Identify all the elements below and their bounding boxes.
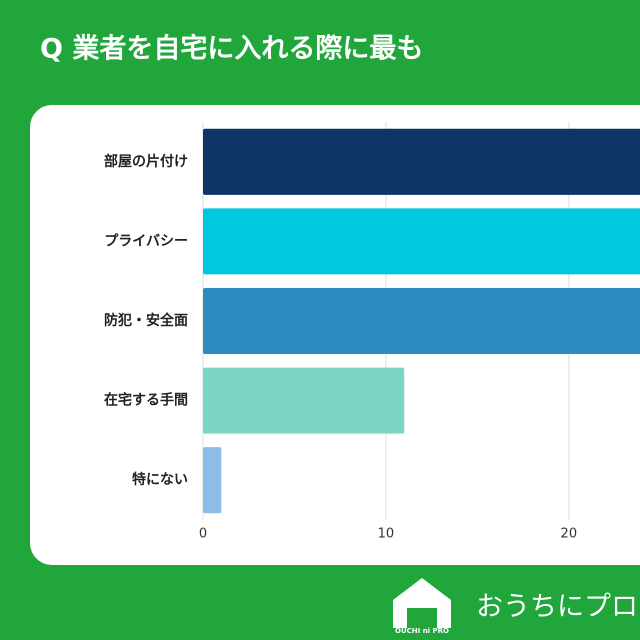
y-tick-label: 在宅する手間 xyxy=(104,392,188,409)
logo-house xyxy=(393,578,451,628)
bar xyxy=(203,287,640,355)
bar xyxy=(203,447,222,514)
y-tick-label: 部屋の片付け xyxy=(104,153,188,170)
chart-title: Q 業者を自宅に入れる際に最も xyxy=(40,33,423,65)
x-tick-label: 10 xyxy=(378,527,395,542)
y-tick-label: プライバシー xyxy=(104,233,188,249)
x-tick-label: 0 xyxy=(199,527,207,542)
bar xyxy=(203,128,640,195)
y-tick-label: 特にない xyxy=(132,471,188,488)
logo: OUCHI ni PRO おうちにプロ xyxy=(393,578,638,635)
bar xyxy=(203,208,640,275)
bar xyxy=(203,367,405,434)
logo-mark: OUCHI ni PRO xyxy=(395,627,449,635)
y-tick-label: 防犯・安全面 xyxy=(104,312,188,329)
x-tick-label: 20 xyxy=(561,527,578,542)
logo-text: おうちにプロ xyxy=(476,592,638,623)
